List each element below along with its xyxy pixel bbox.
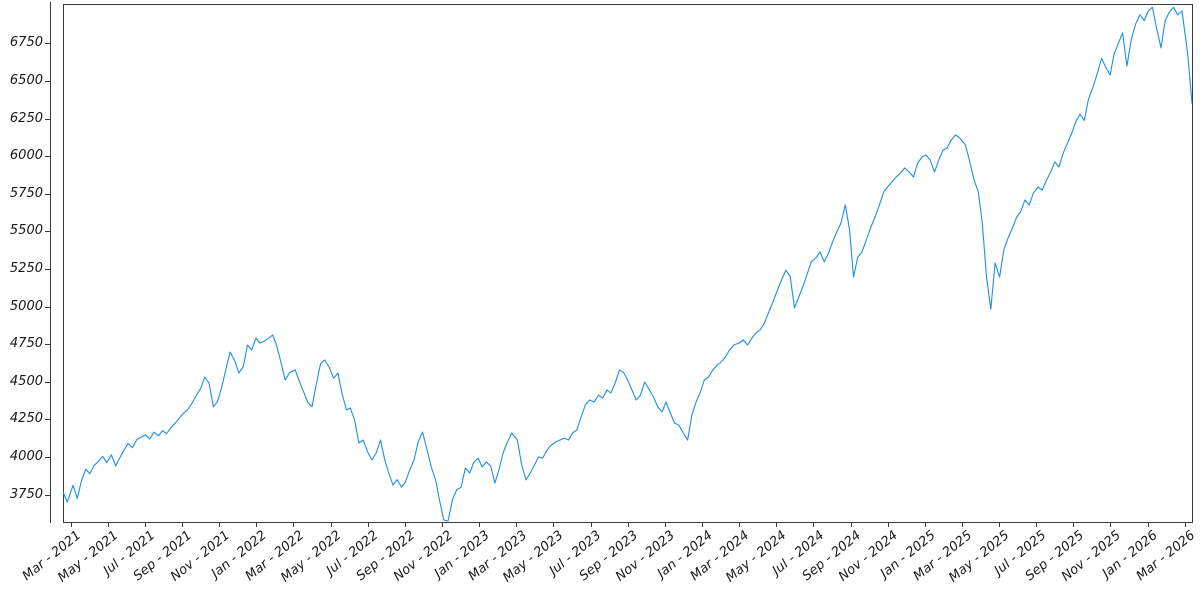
y-tick-label: 6250 <box>9 110 43 126</box>
y-tick-label: 5250 <box>9 261 43 276</box>
y-tick-label: 6500 <box>9 73 43 88</box>
x-tick-mark <box>813 523 815 527</box>
y-tick-mark <box>45 344 50 346</box>
y-tick-mark <box>45 81 50 82</box>
x-tick-mark <box>1073 523 1075 527</box>
y-tick-mark <box>45 306 50 308</box>
y-tick-label: 4000 <box>9 449 43 464</box>
x-tick-mark <box>479 523 481 527</box>
x-tick-mark <box>850 523 852 527</box>
x-tick-mark <box>219 523 221 527</box>
y-tick-label: 4500 <box>9 373 43 389</box>
y-tick-mark <box>45 419 50 421</box>
y-tick-mark <box>45 231 50 233</box>
x-tick-mark <box>924 523 926 527</box>
y-tick-label: 5750 <box>9 185 43 201</box>
y-tick-mark <box>45 193 50 195</box>
x-tick-mark <box>1110 523 1112 527</box>
x-tick-mark <box>664 523 666 527</box>
x-tick-mark <box>887 523 889 527</box>
x-tick-mark <box>182 523 183 527</box>
y-tick-mark <box>45 269 50 270</box>
x-tick-mark <box>1036 523 1038 527</box>
x-tick-mark <box>701 523 703 527</box>
y-tick-mark <box>45 156 50 158</box>
price-line <box>63 6 1192 522</box>
x-tick-mark <box>442 523 443 527</box>
y-tick-mark <box>45 118 50 120</box>
x-tick-mark <box>404 523 406 527</box>
x-tick-mark <box>516 523 518 527</box>
x-tick-mark <box>776 523 778 527</box>
x-tick-mark <box>739 523 740 527</box>
y-tick-label: 5500 <box>9 223 43 239</box>
x-tick-mark <box>367 523 369 527</box>
x-tick-mark <box>627 523 629 527</box>
y-tick-label: 5000 <box>9 298 43 314</box>
x-tick-mark <box>590 523 592 527</box>
x-tick-mark <box>999 523 1000 527</box>
y-tick-mark <box>45 43 50 45</box>
x-tick-mark <box>553 523 555 527</box>
x-tick-mark <box>330 523 332 527</box>
x-tick-mark <box>144 523 146 527</box>
x-tick-mark <box>1147 523 1149 527</box>
plot-area <box>63 4 1193 523</box>
y-tick-label: 4750 <box>9 336 43 352</box>
y-tick-mark <box>45 381 50 383</box>
y-tick-mark <box>45 457 50 458</box>
y-tick-label: 3750 <box>9 486 43 502</box>
y-axis-spine <box>50 2 51 523</box>
x-tick-mark <box>70 523 72 527</box>
x-tick-mark <box>293 523 295 527</box>
x-tick-mark <box>256 523 258 527</box>
x-tick-mark <box>961 523 963 527</box>
y-tick-label: 6750 <box>9 35 43 51</box>
x-tick-mark <box>107 523 109 527</box>
y-tick-mark <box>45 494 50 496</box>
y-tick-label: 4250 <box>9 411 43 427</box>
x-tick-mark <box>1184 523 1186 527</box>
y-tick-label: 6000 <box>9 148 43 164</box>
